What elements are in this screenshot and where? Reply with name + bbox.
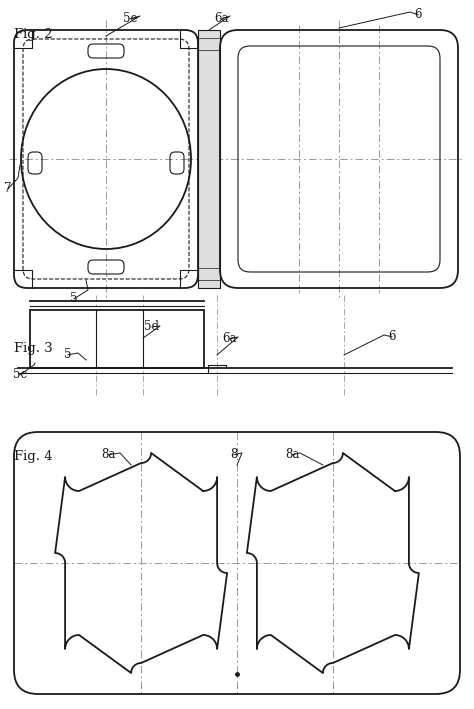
- Text: 8a: 8a: [101, 448, 115, 461]
- Text: Fig. 4: Fig. 4: [14, 450, 53, 463]
- Text: 8: 8: [230, 448, 237, 461]
- Text: 5: 5: [70, 292, 78, 305]
- Text: 6a: 6a: [223, 332, 237, 345]
- Bar: [30, 310, 204, 368]
- Text: 5c: 5c: [13, 368, 27, 381]
- Text: 6a: 6a: [215, 12, 229, 25]
- Bar: [198, 30, 220, 288]
- Text: 5e: 5e: [123, 12, 137, 25]
- Text: Fig. 2: Fig. 2: [14, 28, 53, 41]
- Text: 5: 5: [64, 348, 72, 361]
- Text: 6: 6: [388, 330, 396, 343]
- Text: 5d: 5d: [145, 320, 159, 333]
- Text: 7: 7: [4, 182, 12, 195]
- Text: 8a: 8a: [285, 448, 299, 461]
- Text: 6: 6: [414, 8, 422, 21]
- Text: Fig. 3: Fig. 3: [14, 342, 53, 355]
